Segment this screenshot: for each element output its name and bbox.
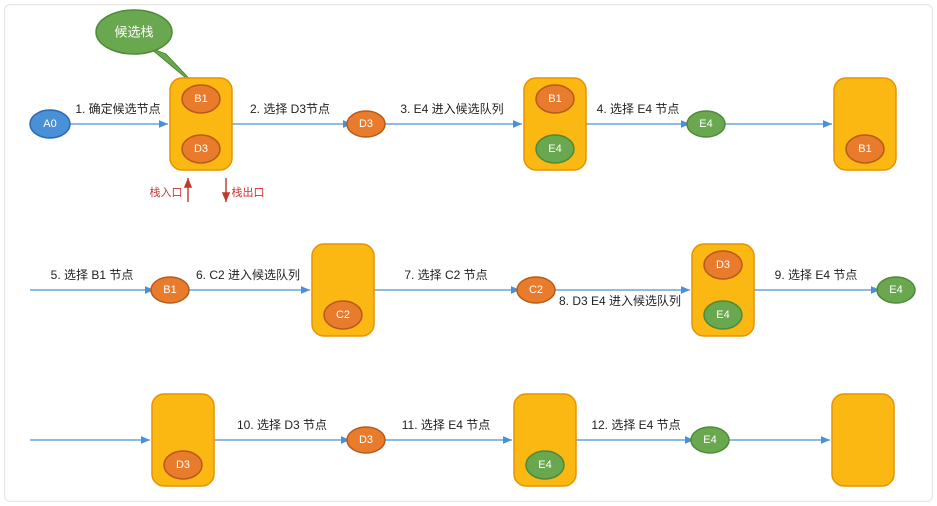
stack-item-e4: E4 (704, 301, 742, 329)
node-c2: C2 (517, 277, 555, 303)
svg-text:B1: B1 (163, 284, 176, 296)
start-node-a0: A0 (30, 110, 70, 138)
svg-text:D3: D3 (176, 459, 190, 471)
step-label: 1. 确定候选节点 (75, 101, 160, 116)
node-e4: E4 (691, 427, 729, 453)
stack-container: B1 E4 (524, 78, 586, 170)
stack-container: B1 (834, 78, 896, 170)
step-label: 10. 选择 D3 节点 (237, 418, 327, 432)
stack-item-b1: B1 (182, 85, 220, 113)
node-d3: D3 (347, 111, 385, 137)
stack-item-e4: E4 (536, 135, 574, 163)
svg-text:E4: E4 (548, 143, 561, 155)
step-label: 7. 选择 C2 节点 (404, 268, 487, 282)
svg-text:B1: B1 (194, 93, 207, 105)
flow-arrow: 4. 选择 E4 节点 (586, 102, 690, 124)
stack-item-b1: B1 (846, 135, 884, 163)
step-label: 9. 选择 E4 节点 (775, 268, 858, 282)
svg-text:D3: D3 (359, 434, 373, 446)
svg-text:E4: E4 (703, 434, 716, 446)
flow-arrow: 9. 选择 E4 节点 (754, 268, 880, 290)
callout-candidate-stack: 候选栈 (96, 10, 198, 88)
svg-text:E4: E4 (699, 118, 712, 130)
step-label: 2. 选择 D3节点 (250, 102, 330, 116)
stack-item-e4: E4 (526, 451, 564, 479)
stack-container: E4 (514, 394, 576, 486)
flow-arrow: 2. 选择 D3节点 (232, 102, 352, 124)
stack-container: C2 (312, 244, 374, 336)
flow-arrow: 8. D3 E4 进入候选队列 (552, 290, 690, 308)
svg-text:栈入口: 栈入口 (150, 185, 183, 199)
svg-text:栈出口: 栈出口 (232, 185, 265, 199)
flow-arrow: 7. 选择 C2 节点 (374, 268, 520, 290)
svg-text:E4: E4 (889, 284, 902, 296)
stack-container: D3 (152, 394, 214, 486)
stack-container (832, 394, 894, 486)
flow-arrow: 6. C2 进入候选队列 (186, 267, 310, 290)
node-e4: E4 (877, 277, 915, 303)
stack-container: B1 D3 (170, 78, 232, 170)
svg-text:D3: D3 (194, 143, 208, 155)
svg-text:E4: E4 (716, 309, 729, 321)
flow-arrow: 5. 选择 B1 节点 (30, 268, 154, 290)
step-label: 6. C2 进入候选队列 (196, 267, 300, 282)
svg-text:候选栈: 候选栈 (114, 25, 153, 40)
flowchart-svg: 候选栈 1. 确定候选节点 2. 选择 D3节点 3. E4 进入候选队列 4. 选择 … (0, 0, 937, 506)
svg-text:A0: A0 (43, 118, 56, 130)
svg-text:C2: C2 (529, 284, 543, 296)
stack-item-c2: C2 (324, 301, 362, 329)
flow-arrow: 1. 确定候选节点 (68, 101, 168, 124)
svg-text:D3: D3 (359, 118, 373, 130)
stack-item-b1: B1 (536, 85, 574, 113)
stack-item-d3: D3 (182, 135, 220, 163)
stack-item-d3: D3 (704, 251, 742, 279)
stack-io-annotation: 栈入口 栈出口 (150, 178, 265, 202)
node-b1: B1 (151, 277, 189, 303)
step-label: 3. E4 进入候选队列 (400, 101, 503, 116)
svg-text:C2: C2 (336, 309, 350, 321)
step-label: 11. 选择 E4 节点 (402, 418, 490, 432)
flow-arrow: 11. 选择 E4 节点 (380, 418, 512, 440)
step-label: 12. 选择 E4 节点 (591, 418, 680, 432)
node-d3: D3 (347, 427, 385, 453)
flow-arrow: 10. 选择 D3 节点 (214, 418, 350, 440)
svg-text:E4: E4 (538, 459, 551, 471)
step-label: 4. 选择 E4 节点 (597, 102, 680, 116)
flow-arrow: 3. E4 进入候选队列 (382, 101, 522, 124)
flow-arrow: 12. 选择 E4 节点 (576, 418, 694, 440)
svg-text:B1: B1 (858, 143, 871, 155)
step-label: 8. D3 E4 进入候选队列 (559, 293, 681, 308)
node-e4: E4 (687, 111, 725, 137)
svg-text:B1: B1 (548, 93, 561, 105)
stack-item-d3: D3 (164, 451, 202, 479)
step-label: 5. 选择 B1 节点 (51, 268, 134, 282)
stack-container: D3 E4 (692, 244, 754, 336)
svg-text:D3: D3 (716, 259, 730, 271)
